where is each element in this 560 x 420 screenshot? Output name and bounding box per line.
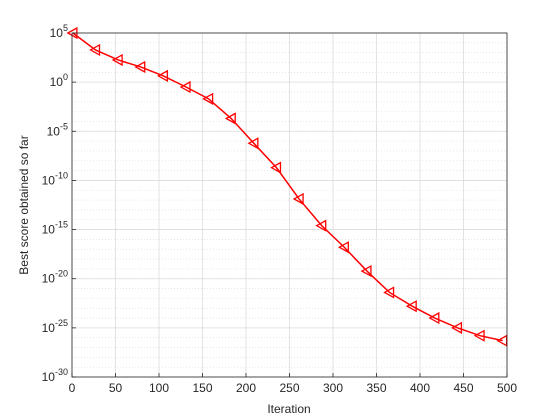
y-tick-label: 105 xyxy=(50,23,68,40)
x-tick-label: 300 xyxy=(323,381,343,395)
x-tick-label: 350 xyxy=(366,381,386,395)
y-tick-label: 10-20 xyxy=(42,269,68,286)
marker xyxy=(337,241,349,254)
x-tick-label: 0 xyxy=(69,381,76,395)
y-tick-label: 10-25 xyxy=(42,318,68,335)
marker xyxy=(473,329,485,342)
marker xyxy=(202,92,214,105)
y-axis-label: Best score obtained so far xyxy=(17,135,31,274)
x-tick-label: 450 xyxy=(453,381,473,395)
x-tick-label: 500 xyxy=(497,381,517,395)
x-tick-label: 50 xyxy=(109,381,123,395)
x-tick-label: 150 xyxy=(192,381,212,395)
marker xyxy=(224,112,236,125)
marker xyxy=(179,80,191,94)
y-tick-label: 10-10 xyxy=(42,170,68,187)
marker xyxy=(405,300,417,313)
marker xyxy=(111,53,123,67)
marker xyxy=(383,286,395,299)
y-tick-label: 10-30 xyxy=(42,367,68,384)
x-tick-label: 400 xyxy=(410,381,430,395)
x-tick-label: 100 xyxy=(149,381,169,395)
marker xyxy=(451,321,463,334)
marker xyxy=(247,137,259,150)
marker xyxy=(292,192,304,206)
marker xyxy=(89,43,101,57)
marker xyxy=(134,60,146,74)
grid xyxy=(71,32,508,378)
x-tick-label: 200 xyxy=(236,381,256,395)
marker xyxy=(315,219,327,232)
marker xyxy=(428,311,440,325)
y-tick-label: 10-15 xyxy=(42,220,68,237)
x-axis-label: Iteration xyxy=(267,402,310,416)
marker xyxy=(157,69,169,83)
x-tick-label: 250 xyxy=(279,381,299,395)
marker xyxy=(360,264,372,278)
marker xyxy=(270,161,282,174)
y-tick-label: 100 xyxy=(50,72,68,89)
y-tick-label: 10-5 xyxy=(47,121,68,138)
